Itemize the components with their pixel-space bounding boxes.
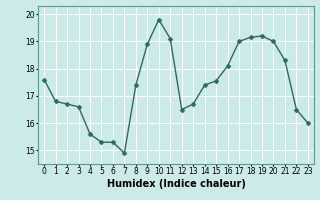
X-axis label: Humidex (Indice chaleur): Humidex (Indice chaleur) [107,179,245,189]
